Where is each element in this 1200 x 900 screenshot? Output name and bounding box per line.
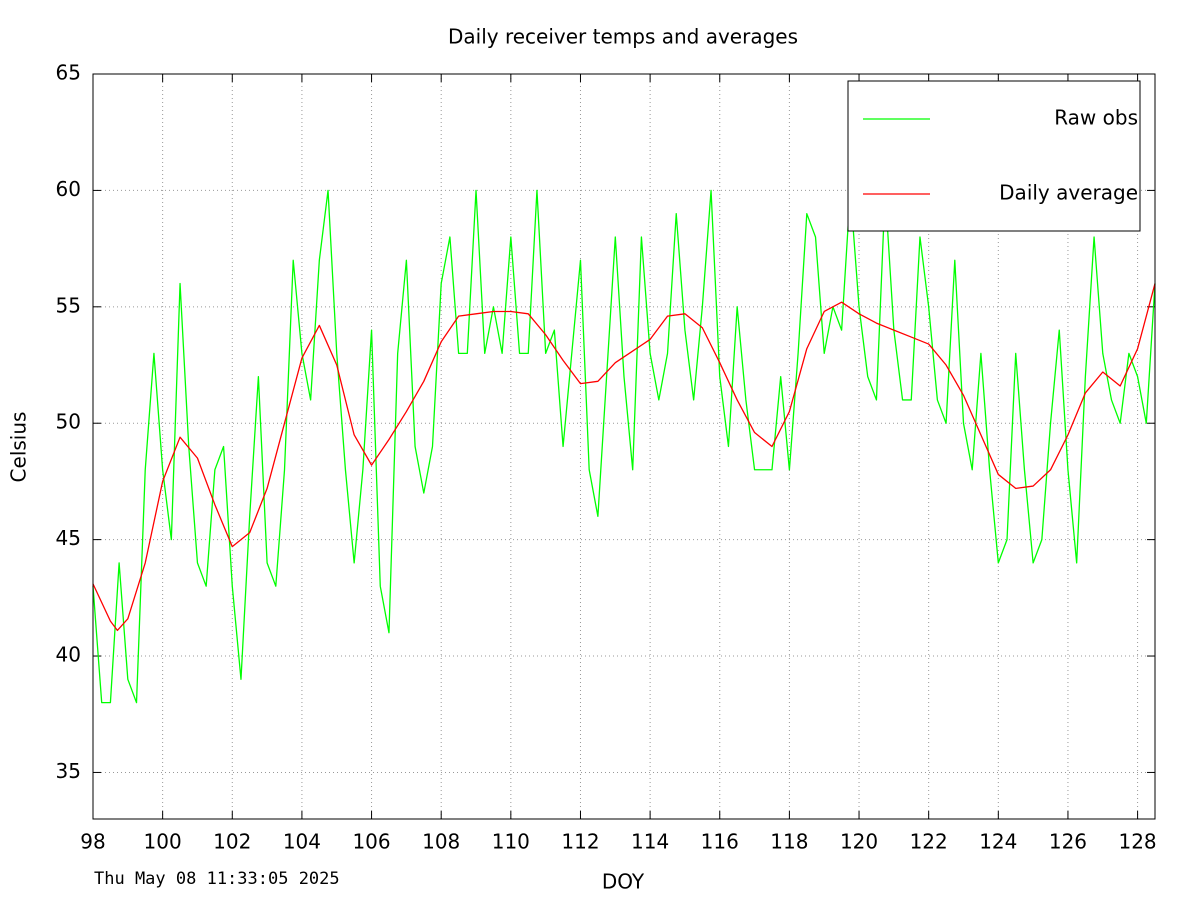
x-tick-label: 108 [422, 830, 460, 854]
y-tick-label: 65 [56, 61, 81, 85]
x-tick-label: 104 [283, 830, 321, 854]
y-axis-label: Celsius [7, 412, 31, 483]
x-tick-label: 122 [910, 830, 948, 854]
x-tick-label: 106 [352, 830, 390, 854]
legend-label: Daily average [999, 181, 1138, 205]
y-tick-label: 45 [56, 526, 81, 550]
x-tick-label: 100 [144, 830, 182, 854]
x-tick-label: 124 [979, 830, 1017, 854]
x-tick-label: 118 [770, 830, 808, 854]
x-tick-label: 128 [1118, 830, 1156, 854]
y-tick-label: 35 [56, 759, 81, 783]
legend-label: Raw obs [1054, 106, 1138, 130]
legend-box [847, 80, 1141, 232]
y-tick-label: 55 [56, 293, 81, 317]
timestamp: Thu May 08 11:33:05 2025 [94, 869, 340, 889]
chart-title: Daily receiver temps and averages [448, 25, 798, 49]
legend: Raw obs Daily average [847, 80, 1141, 232]
x-axis-label: DOY [602, 870, 645, 894]
series-line [92, 189, 1156, 704]
x-tick-label: 102 [213, 830, 251, 854]
y-tick-label: 40 [56, 643, 81, 667]
y-tick-label: 50 [56, 410, 81, 434]
x-tick-label: 120 [840, 830, 878, 854]
x-tick-label: 116 [701, 830, 739, 854]
x-tick-label: 114 [631, 830, 669, 854]
x-tick-label: 126 [1049, 830, 1087, 854]
x-tick-label: 110 [492, 830, 530, 854]
series-line [92, 283, 1156, 632]
plot-frame [92, 73, 1156, 820]
plot [92, 189, 1156, 704]
x-tick-label: 112 [561, 830, 599, 854]
x-tick-label: 98 [80, 830, 105, 854]
y-tick-label: 60 [56, 177, 81, 201]
